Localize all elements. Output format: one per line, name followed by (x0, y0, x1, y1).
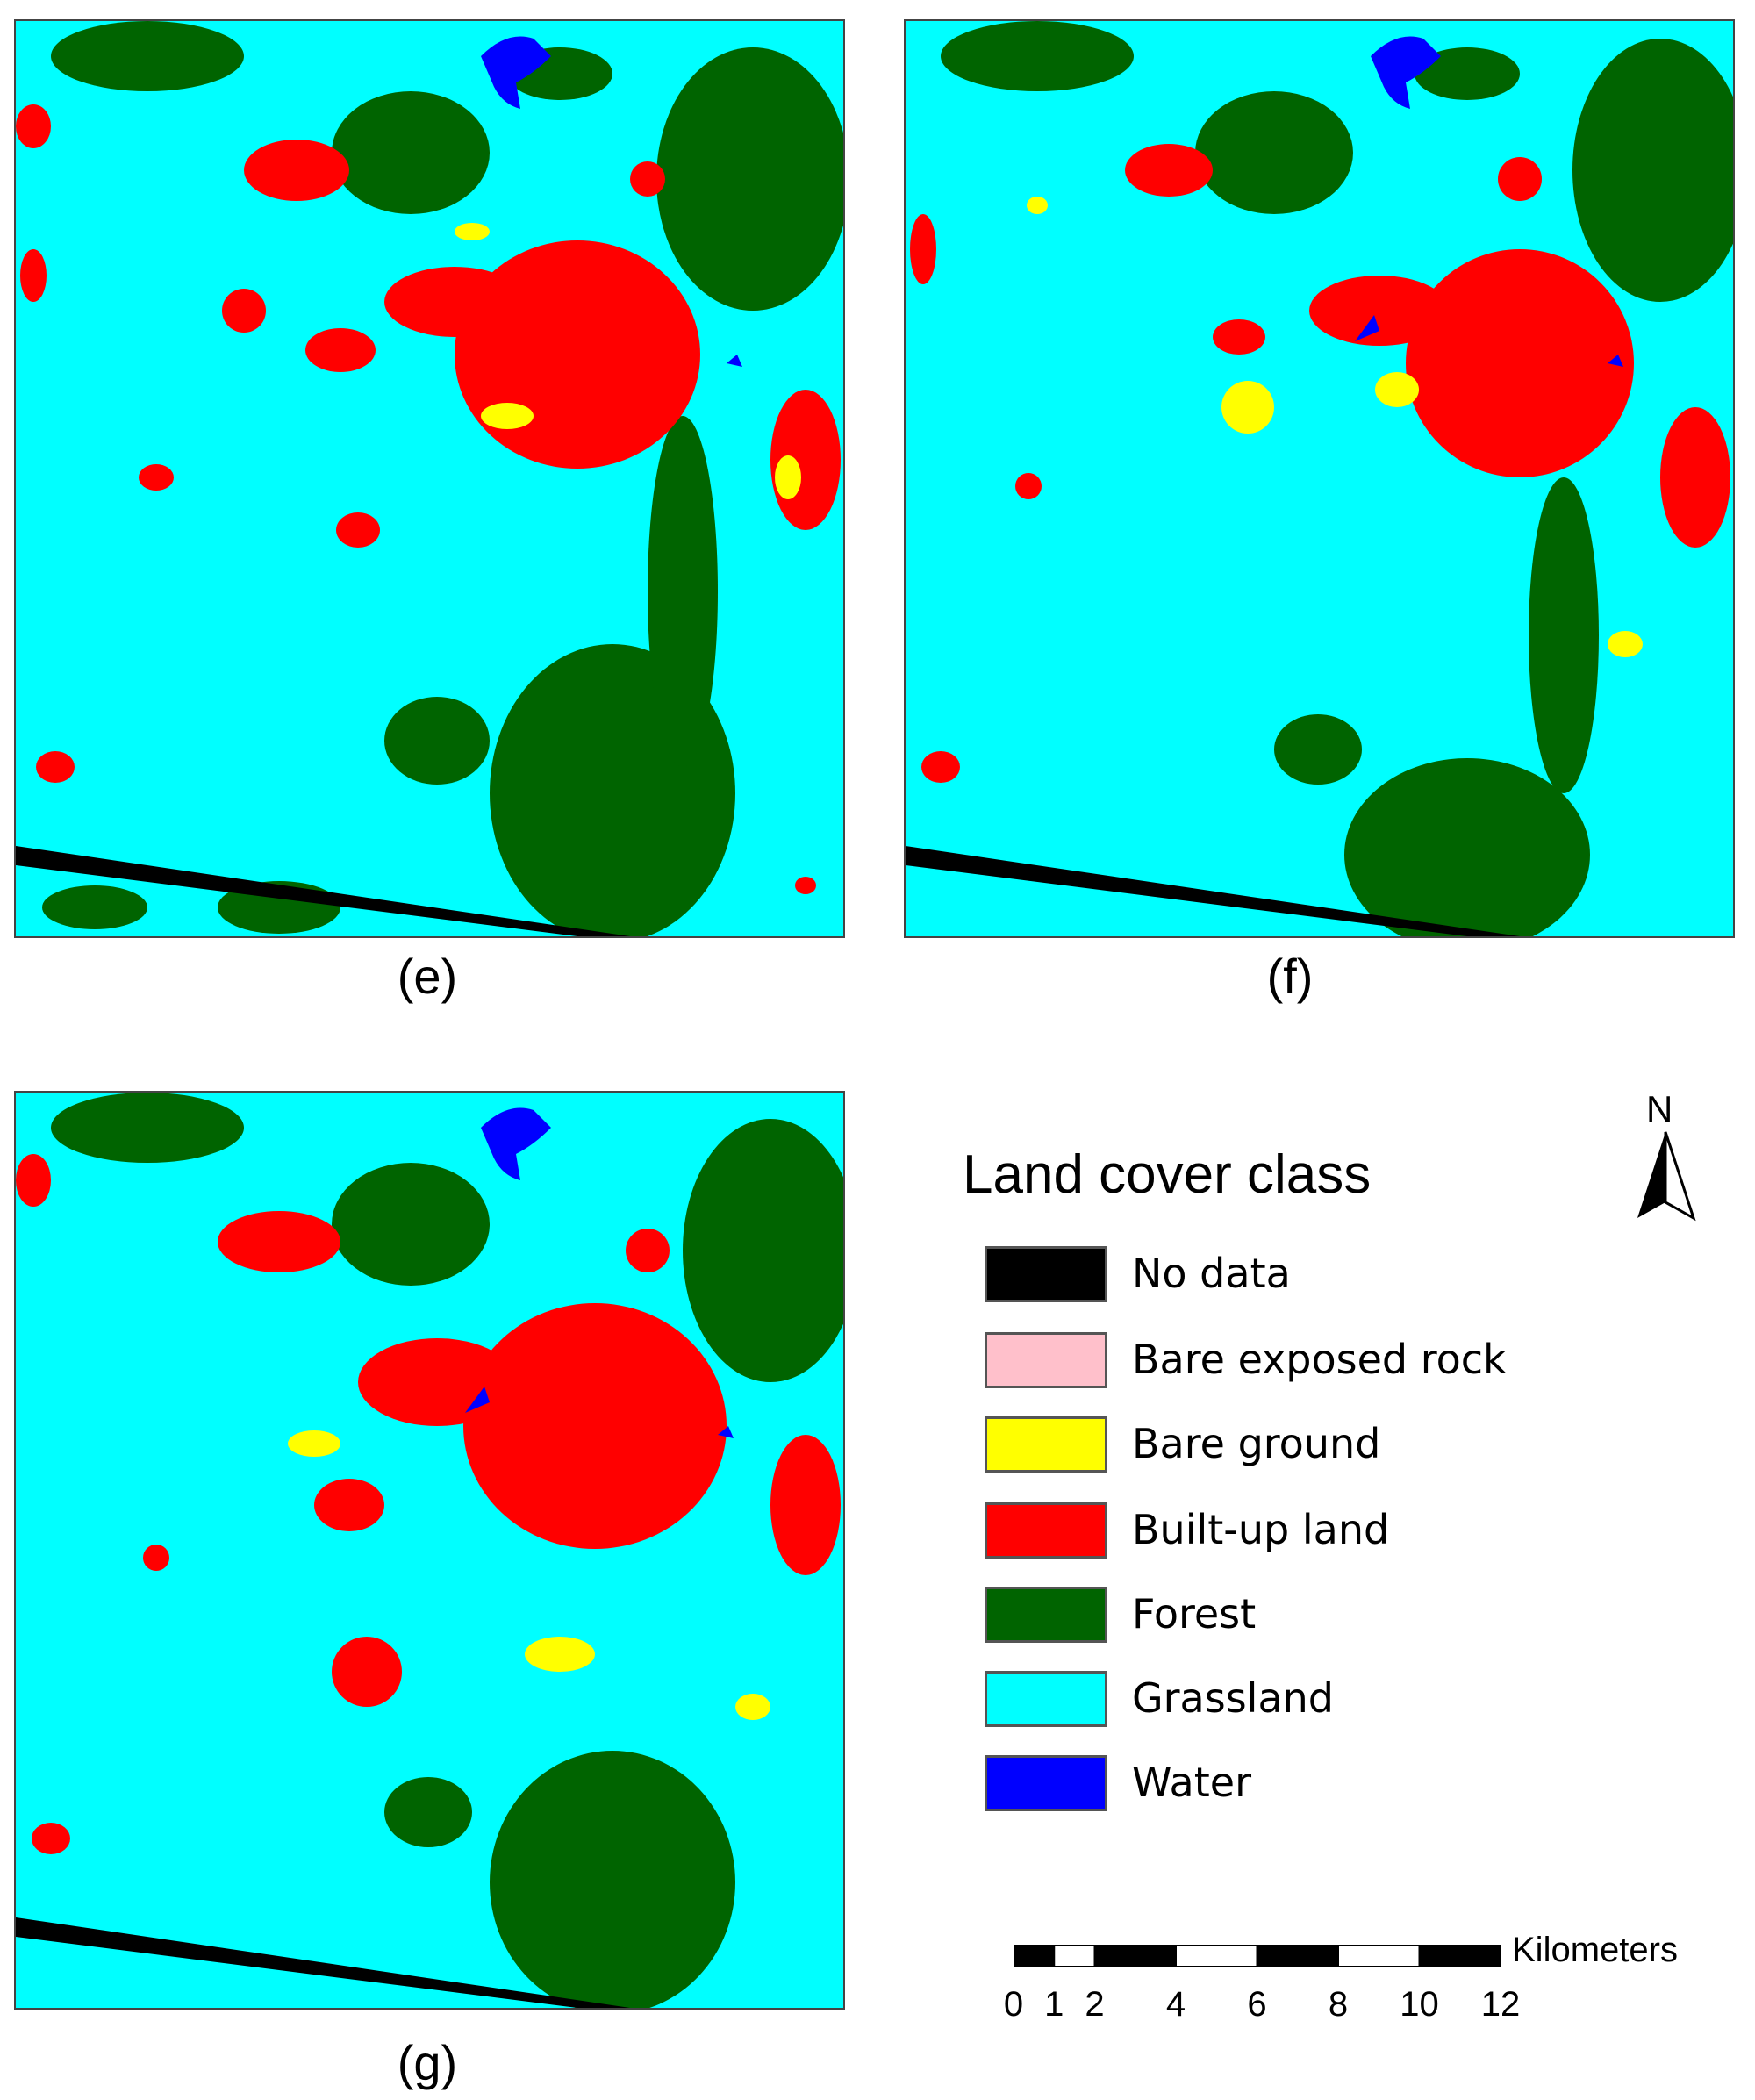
north-label: N (1646, 1088, 1673, 1129)
legend-swatch (985, 1755, 1107, 1811)
scale-tick-label: 0 (1003, 1985, 1024, 2024)
map-panel-e (14, 19, 845, 938)
scale-bar (1014, 1945, 1501, 1967)
scale-segment (1053, 1945, 1096, 1967)
scale-segment (1014, 1945, 1056, 1967)
panel-label-g: (g) (397, 2035, 458, 2090)
scale-segment (1418, 1945, 1501, 1967)
legend-label: Forest (1132, 1590, 1257, 1638)
legend-swatch (985, 1671, 1107, 1727)
panel-label-f: (f) (1266, 949, 1314, 1004)
scale-tick-label: 4 (1165, 1985, 1186, 2024)
scale-tick-label: 6 (1247, 1985, 1267, 2024)
legend-swatch (985, 1416, 1107, 1473)
scale-tick-label: 1 (1044, 1985, 1064, 2024)
land-cover-map-g (16, 1093, 843, 2008)
scale-tick-label: 2 (1085, 1985, 1105, 2024)
legend-label: Water (1132, 1759, 1251, 1806)
land-cover-map-f (906, 21, 1733, 936)
legend-label: Grassland (1132, 1674, 1334, 1722)
north-arrow-icon (1637, 1131, 1696, 1222)
scale-segment (1175, 1945, 1258, 1967)
legend-swatch (985, 1332, 1107, 1388)
legend-label: No data (1132, 1250, 1291, 1297)
legend-swatch (985, 1587, 1107, 1643)
legend-title: Land cover class (963, 1144, 1372, 1205)
legend-label: Bare ground (1132, 1420, 1381, 1467)
scale-unit-label: Kilometers (1512, 1931, 1678, 1969)
panel-label-e: (e) (397, 949, 458, 1004)
scale-segment (1256, 1945, 1339, 1967)
legend-label: Bare exposed rock (1132, 1336, 1507, 1383)
legend-swatch (985, 1246, 1107, 1302)
land-cover-map-e (16, 21, 843, 936)
map-panel-g (14, 1091, 845, 2010)
legend-label: Built-up land (1132, 1506, 1390, 1553)
map-panel-f (904, 19, 1735, 938)
scale-segment (1337, 1945, 1421, 1967)
scale-tick-label: 8 (1328, 1985, 1349, 2024)
scale-segment (1093, 1945, 1177, 1967)
legend-swatch (985, 1502, 1107, 1559)
scale-tick-label: 10 (1400, 1985, 1439, 2024)
scale-tick-label: 12 (1480, 1985, 1521, 2024)
